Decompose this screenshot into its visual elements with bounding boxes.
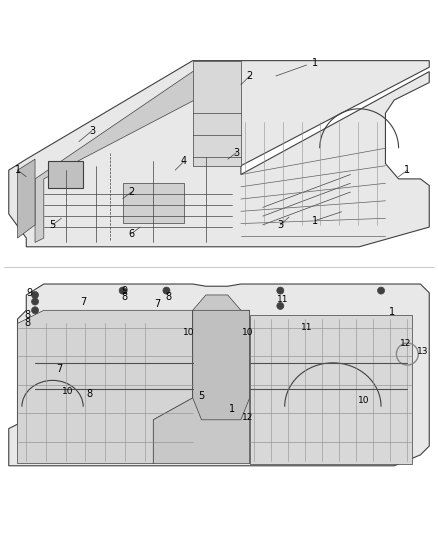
Text: 8: 8: [122, 292, 128, 302]
Text: 11: 11: [301, 324, 312, 332]
Text: 10: 10: [62, 387, 74, 396]
Text: 4: 4: [181, 156, 187, 166]
Text: 9: 9: [27, 288, 33, 298]
Text: 7: 7: [155, 298, 161, 309]
Text: 3: 3: [277, 220, 283, 230]
Text: 2: 2: [247, 71, 253, 81]
Text: 10: 10: [358, 395, 369, 405]
Polygon shape: [9, 61, 429, 247]
Polygon shape: [35, 71, 232, 243]
Bar: [48, 161, 83, 188]
Text: 8: 8: [25, 310, 31, 320]
Circle shape: [163, 287, 170, 294]
Text: 13: 13: [417, 348, 428, 357]
Text: 11: 11: [277, 295, 288, 304]
Text: 1: 1: [404, 165, 410, 175]
Polygon shape: [193, 61, 241, 166]
Text: 9: 9: [122, 286, 128, 296]
Text: 10: 10: [183, 328, 194, 337]
Text: 1: 1: [229, 404, 235, 414]
Text: 1: 1: [389, 308, 395, 318]
Text: 1: 1: [312, 215, 318, 225]
Polygon shape: [18, 310, 193, 464]
Polygon shape: [9, 284, 429, 466]
Circle shape: [119, 287, 126, 294]
Circle shape: [32, 298, 39, 305]
Circle shape: [32, 292, 39, 298]
Text: 3: 3: [233, 148, 240, 158]
Text: 8: 8: [166, 292, 172, 302]
Polygon shape: [250, 314, 412, 464]
Circle shape: [378, 287, 385, 294]
Text: 6: 6: [128, 229, 134, 239]
Text: 1: 1: [312, 58, 318, 68]
Bar: [123, 183, 184, 223]
Polygon shape: [153, 295, 250, 464]
Text: 7: 7: [56, 365, 62, 374]
Text: 8: 8: [87, 389, 93, 399]
Text: 10: 10: [242, 328, 253, 337]
Text: 7: 7: [80, 296, 86, 306]
Text: 3: 3: [89, 126, 95, 136]
Circle shape: [277, 302, 284, 310]
Polygon shape: [18, 159, 35, 238]
Circle shape: [277, 287, 284, 294]
Text: 1: 1: [14, 165, 21, 175]
Polygon shape: [193, 310, 250, 420]
Text: 2: 2: [128, 187, 134, 197]
Text: 5: 5: [198, 391, 205, 401]
Text: 8: 8: [25, 318, 31, 328]
Circle shape: [32, 307, 39, 314]
Text: 12: 12: [399, 338, 411, 348]
Text: 5: 5: [49, 220, 56, 230]
Text: 12: 12: [242, 413, 253, 422]
